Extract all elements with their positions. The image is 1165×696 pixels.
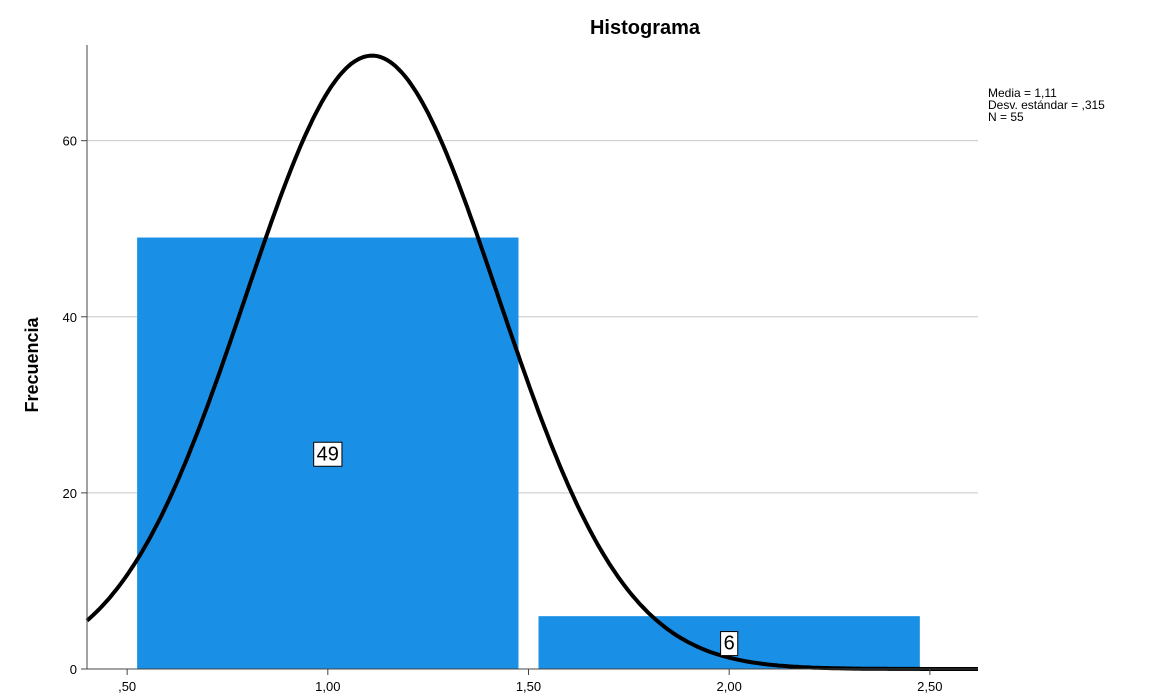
axes bbox=[86, 45, 978, 670]
y-tick-label-3: 60 bbox=[63, 134, 77, 149]
stat-line-0: Media = 1,11 bbox=[988, 86, 1057, 100]
y-tick-label-1: 20 bbox=[63, 486, 77, 501]
y-tick-label-2: 40 bbox=[63, 310, 77, 325]
bars bbox=[137, 237, 920, 669]
stat-line-1: Desv. estándar = ,315 bbox=[988, 98, 1105, 112]
y-axis-label: Frecuencia bbox=[22, 316, 42, 412]
x-tick-label-3: 2,00 bbox=[717, 679, 742, 694]
x-tick-label-1: 1,00 bbox=[315, 679, 340, 694]
bar-label-box-1 bbox=[720, 631, 739, 657]
x-tick-label-4: 2,50 bbox=[917, 679, 942, 694]
bar-label-0: 49 bbox=[313, 441, 343, 467]
bar-label-text-1: 6 bbox=[724, 633, 735, 655]
normal-curve bbox=[85, 53, 978, 671]
stat-line-2: N = 55 bbox=[988, 110, 1024, 124]
tick-labels: 0 20 40 60 ,50 1,00 1,50 2,00 2,50 bbox=[63, 134, 943, 694]
bar-value-labels: 49 6 bbox=[313, 441, 739, 657]
bar-label-text-0: 49 bbox=[317, 443, 339, 465]
bar-label-box-0 bbox=[313, 441, 343, 467]
bar-label-1: 6 bbox=[720, 631, 739, 657]
chart-title: Histograma bbox=[590, 17, 701, 39]
x-tick-label-2: 1,50 bbox=[516, 679, 541, 694]
normal-curve-line bbox=[85, 53, 978, 671]
y-tick-label-0: 0 bbox=[70, 662, 77, 677]
x-tick-label-0: ,50 bbox=[118, 679, 136, 694]
